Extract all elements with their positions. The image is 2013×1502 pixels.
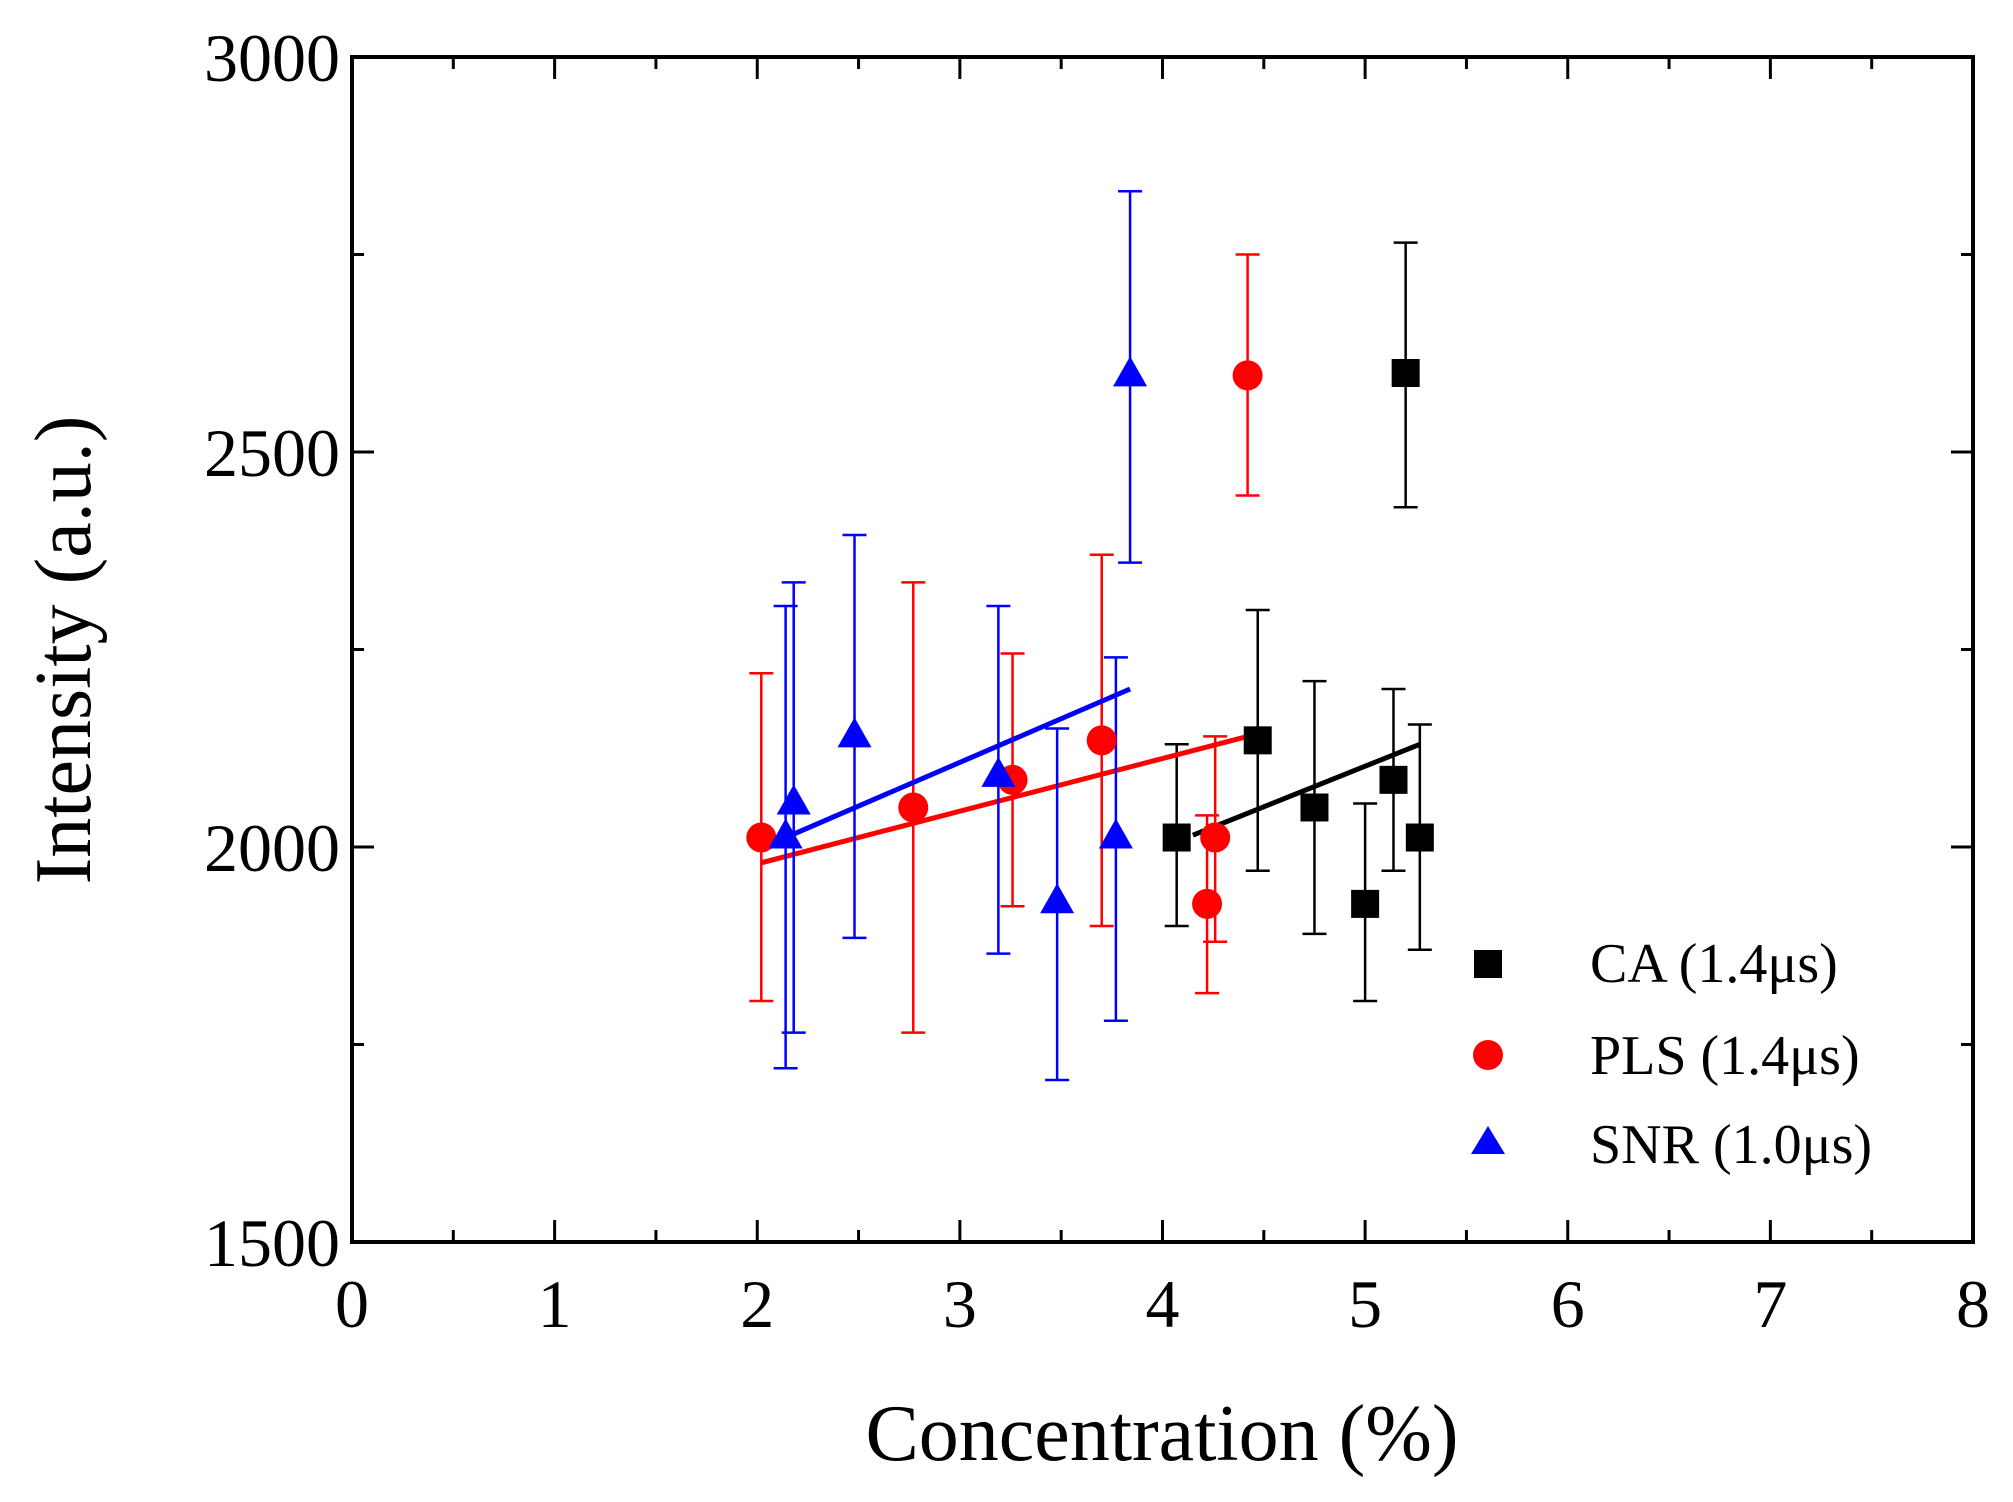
x-tick-label: 0	[335, 1266, 369, 1342]
legend-label-pls: PLS (1.4μs)	[1590, 1025, 1860, 1087]
fit-line	[1191, 741, 1421, 838]
series-markers-1	[746, 360, 1263, 919]
series-0	[1164, 241, 1432, 1003]
plot-frame	[350, 55, 1975, 1244]
data-point	[1192, 888, 1223, 919]
data-point	[981, 756, 1016, 787]
x-tick-label: 5	[1348, 1266, 1382, 1342]
legend-marker-pls	[1473, 1040, 1503, 1070]
y-tick-label: 2000	[204, 810, 340, 886]
data-point	[1200, 822, 1231, 853]
series-2	[773, 190, 1143, 1082]
data-point	[1098, 818, 1133, 849]
x-tick-label: 3	[943, 1266, 977, 1342]
data-point	[1086, 725, 1117, 756]
data-point	[837, 717, 872, 748]
y-tick-label: 1500	[204, 1205, 340, 1281]
legend: CA (1.4μs) PLS (1.4μs) SNR (1.0μs)	[1471, 933, 1872, 1176]
x-axis-title: Concentration (%)	[865, 1390, 1458, 1478]
data-point	[1405, 823, 1434, 852]
data-point	[768, 818, 803, 849]
x-tick-label: 2	[740, 1266, 774, 1342]
data-point	[898, 792, 929, 823]
legend-marker-snr	[1471, 1126, 1505, 1154]
series-1	[749, 253, 1260, 1034]
x-tick-label: 8	[1956, 1266, 1990, 1342]
y-tick-labels: 1500 2000 2500 3000	[204, 20, 340, 1281]
data-point	[1040, 883, 1075, 914]
x-tick-label: 6	[1551, 1266, 1585, 1342]
legend-label-ca: CA (1.4μs)	[1590, 933, 1838, 995]
x-tick-label: 4	[1146, 1266, 1180, 1342]
y-tick-label: 2500	[204, 415, 340, 491]
legend-label-snr: SNR (1.0μs)	[1590, 1114, 1872, 1176]
series-markers-2	[768, 356, 1148, 914]
data-point	[1232, 360, 1263, 391]
data-point	[1113, 356, 1148, 387]
y-tick-label: 3000	[204, 20, 340, 96]
series-layer	[746, 190, 1434, 1082]
legend-marker-ca	[1474, 950, 1502, 978]
fit-line	[784, 686, 1132, 840]
data-point	[746, 822, 777, 853]
x-tick-label: 7	[1753, 1266, 1787, 1342]
y-axis-title: Intensity (a.u.)	[20, 416, 108, 885]
data-point	[1391, 359, 1420, 387]
x-tick-label: 1	[538, 1266, 572, 1342]
data-point	[1300, 793, 1329, 822]
data-point	[776, 784, 811, 815]
data-point	[1379, 765, 1408, 794]
x-tick-labels: 0 1 2 3 4 5 6 7 8	[335, 1266, 1990, 1342]
data-point	[1243, 726, 1272, 755]
fit-line	[760, 733, 1249, 866]
series-markers-0	[1162, 359, 1434, 918]
data-point	[1351, 889, 1380, 918]
data-point	[1162, 823, 1191, 852]
